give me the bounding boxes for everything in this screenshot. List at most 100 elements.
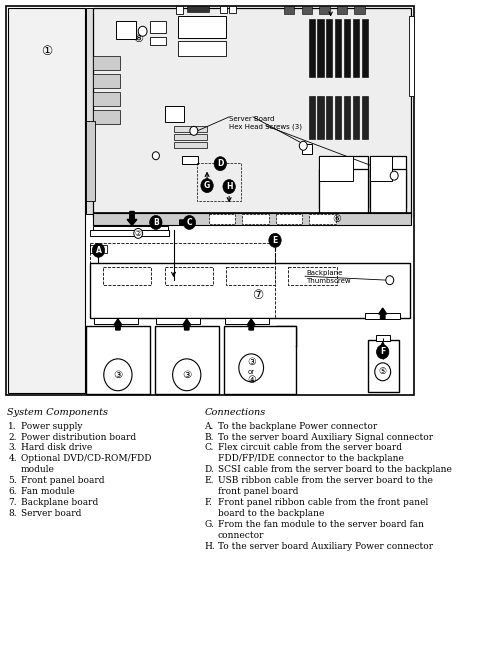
Bar: [93, 74, 120, 88]
Bar: [335, 96, 341, 139]
Bar: [86, 326, 150, 394]
Bar: [90, 243, 275, 318]
Text: Hard disk drive: Hard disk drive: [21, 443, 92, 452]
Circle shape: [104, 359, 132, 391]
Bar: [93, 226, 168, 235]
Text: FDD/FP/IDE connector to the backplane: FDD/FP/IDE connector to the backplane: [217, 454, 403, 463]
Bar: [93, 56, 120, 70]
Bar: [90, 230, 169, 237]
Polygon shape: [247, 319, 255, 330]
Circle shape: [386, 276, 394, 285]
Text: C: C: [186, 218, 192, 227]
Bar: [174, 126, 207, 132]
Text: G.: G.: [205, 520, 214, 529]
Text: ①: ①: [41, 45, 52, 58]
Text: ⑥: ⑥: [332, 214, 341, 224]
Bar: [370, 156, 392, 181]
Bar: [187, 6, 209, 12]
Text: H.: H.: [205, 542, 215, 551]
Circle shape: [269, 233, 281, 248]
Circle shape: [223, 179, 235, 194]
Text: ④: ④: [247, 375, 256, 385]
Text: Power supply: Power supply: [21, 422, 82, 430]
Text: 3.: 3.: [9, 443, 17, 452]
Bar: [326, 20, 332, 77]
Text: To the backplane Power connector: To the backplane Power connector: [217, 422, 377, 430]
Circle shape: [299, 141, 307, 150]
Text: board to the backplane: board to the backplane: [217, 509, 324, 518]
Bar: [302, 6, 312, 14]
Circle shape: [150, 215, 162, 229]
Bar: [309, 214, 336, 224]
Text: D.: D.: [205, 465, 214, 474]
Bar: [319, 156, 368, 207]
Text: ②: ②: [135, 229, 141, 238]
Circle shape: [173, 359, 201, 391]
Text: F.: F.: [205, 499, 212, 507]
Text: ⑤: ⑤: [379, 367, 387, 376]
Bar: [337, 6, 348, 14]
Bar: [182, 156, 198, 164]
Polygon shape: [114, 319, 122, 330]
Bar: [174, 142, 207, 148]
Bar: [370, 156, 406, 207]
Bar: [156, 318, 200, 324]
Bar: [90, 245, 107, 254]
Text: Power distribution board: Power distribution board: [21, 432, 136, 441]
Bar: [344, 20, 350, 77]
Text: ⑧: ⑧: [133, 34, 143, 44]
Text: A: A: [96, 246, 101, 255]
Text: A.: A.: [205, 422, 214, 430]
Bar: [309, 96, 315, 139]
Text: Backplane board: Backplane board: [21, 499, 98, 507]
Bar: [309, 20, 315, 77]
Bar: [6, 6, 413, 395]
Bar: [227, 267, 275, 285]
Bar: [344, 96, 350, 139]
Bar: [326, 96, 332, 139]
Text: ⑦: ⑦: [252, 289, 263, 302]
Bar: [176, 6, 183, 14]
Bar: [317, 20, 324, 77]
Text: System Components: System Components: [7, 408, 108, 417]
Circle shape: [134, 228, 142, 239]
Bar: [197, 162, 241, 201]
Bar: [93, 8, 411, 218]
Text: or: or: [248, 369, 255, 375]
Text: 8.: 8.: [9, 509, 17, 518]
Text: Fan module: Fan module: [21, 488, 75, 497]
Bar: [90, 263, 410, 318]
Bar: [220, 6, 228, 14]
Bar: [150, 37, 165, 46]
Bar: [174, 134, 207, 140]
Circle shape: [214, 157, 227, 171]
Bar: [276, 214, 303, 224]
Text: To the server board Auxiliary Power connector: To the server board Auxiliary Power conn…: [217, 542, 433, 551]
Bar: [93, 92, 120, 106]
Text: Server Board
Hex Head Screws (3): Server Board Hex Head Screws (3): [229, 116, 302, 130]
Circle shape: [375, 363, 391, 381]
Bar: [353, 20, 359, 77]
Circle shape: [377, 345, 389, 359]
Text: 1.: 1.: [9, 422, 17, 430]
Text: ③: ③: [182, 370, 191, 380]
Circle shape: [183, 215, 196, 229]
Bar: [224, 326, 296, 394]
Text: Server board: Server board: [21, 509, 81, 518]
Text: H: H: [226, 182, 232, 191]
Circle shape: [92, 243, 105, 257]
Polygon shape: [180, 218, 194, 227]
Bar: [86, 121, 95, 201]
Polygon shape: [183, 319, 191, 330]
Bar: [361, 96, 368, 139]
Bar: [284, 6, 294, 14]
Bar: [242, 214, 269, 224]
Bar: [376, 335, 390, 341]
Bar: [116, 21, 136, 39]
Text: front panel board: front panel board: [217, 488, 298, 497]
Bar: [229, 6, 236, 14]
Text: E.: E.: [205, 476, 214, 486]
Bar: [277, 326, 296, 346]
Text: ③: ③: [247, 357, 256, 367]
Text: From the fan module to the server board fan: From the fan module to the server board …: [217, 520, 424, 529]
